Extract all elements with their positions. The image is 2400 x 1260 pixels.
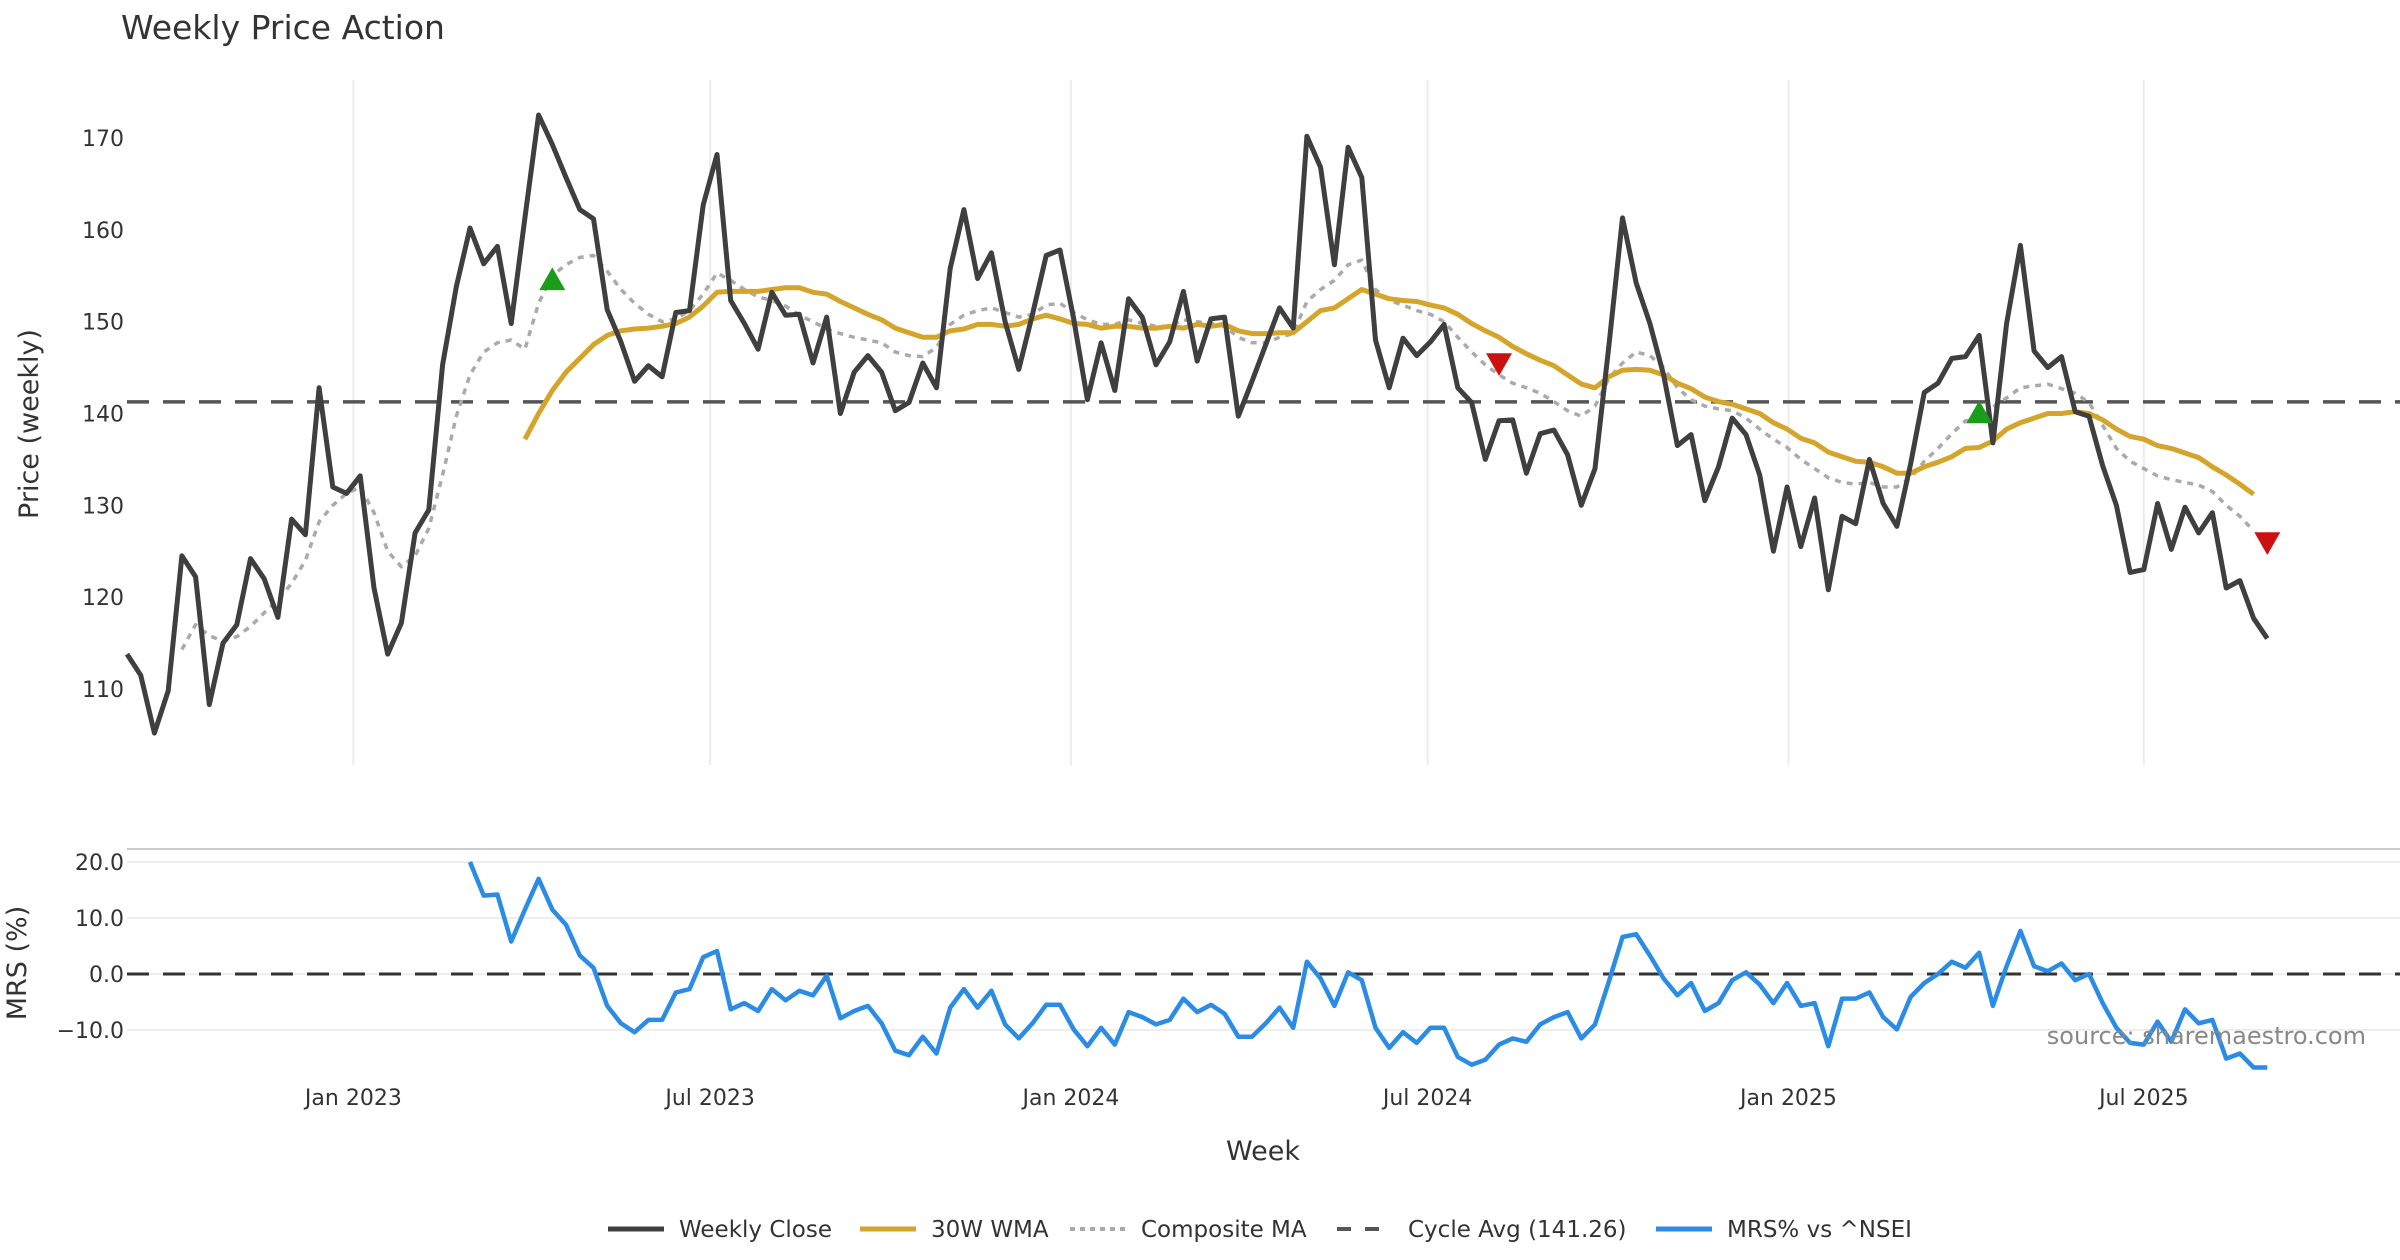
chart-title: Weekly Price Action [121, 8, 445, 47]
price-y-tick-labels: 110 120 130 140 150 160 170 [82, 127, 124, 703]
x-tick: Jul 2024 [1381, 1086, 1473, 1111]
buy-signal-marker [1966, 400, 1993, 424]
legend-item: 30W WMA [860, 1217, 1049, 1243]
mrs-y-tick: 0.0 [89, 963, 124, 988]
signal-markers [539, 267, 2281, 556]
legend-label: 30W WMA [931, 1217, 1049, 1243]
mrs-line [467, 861, 2268, 1070]
legend-item: Weekly Close [608, 1217, 832, 1243]
sell-signal-marker [2254, 532, 2281, 556]
price-y-tick: 140 [82, 402, 124, 427]
price-y-tick: 170 [82, 127, 124, 152]
buy-signal-marker [539, 267, 566, 291]
legend: Weekly Close 30W WMA Composite MA Cycle Avg… [608, 1217, 1912, 1243]
30w-wma-line [522, 285, 2256, 497]
weekly-close-line [124, 112, 2270, 736]
x-tick: Jul 2025 [2097, 1086, 2189, 1111]
mrs-gridlines [127, 861, 2400, 1031]
x-tick-labels: Jan 2023 Jul 2023 Jan 2024 Jul 2024 Jan 2025… [303, 1086, 2189, 1111]
x-axis-label: Week [1226, 1136, 1300, 1167]
sell-signal-marker [1486, 353, 1512, 376]
legend-label: MRS% vs ^NSEI [1727, 1217, 1912, 1243]
x-tick: Jan 2025 [1738, 1086, 1837, 1111]
legend-item: Cycle Avg (141.26) [1337, 1217, 1627, 1243]
x-tick: Jan 2023 [303, 1086, 402, 1111]
mrs-series [127, 861, 2400, 1070]
mrs-y-axis-label: MRS (%) [2, 906, 33, 1021]
price-y-tick: 150 [82, 311, 124, 336]
price-y-tick: 130 [82, 494, 124, 519]
price-y-tick: 120 [82, 586, 124, 611]
price-y-tick: 110 [82, 678, 124, 703]
mrs-y-tick-labels: 20.0 10.0 0.0 −10.0 [57, 851, 124, 1044]
legend-item: MRS% vs ^NSEI [1656, 1217, 1912, 1243]
legend-item: Composite MA [1070, 1217, 1307, 1243]
legend-label: Weekly Close [679, 1217, 832, 1243]
price-y-tick: 160 [82, 219, 124, 244]
mrs-y-tick: 20.0 [75, 851, 124, 876]
price-gridlines [352, 80, 2145, 765]
mrs-y-tick: 10.0 [75, 907, 124, 932]
mrs-y-tick: −10.0 [57, 1019, 124, 1044]
legend-label: Cycle Avg (141.26) [1408, 1217, 1627, 1243]
composite-ma-line [180, 253, 2255, 651]
price-y-axis-label: Price (weekly) [14, 329, 45, 519]
x-tick: Jan 2024 [1020, 1086, 1119, 1111]
legend-label: Composite MA [1141, 1217, 1307, 1243]
source-watermark: source: sharemaestro.com [2047, 1022, 2366, 1050]
x-tick: Jul 2023 [663, 1086, 755, 1111]
price-series [124, 112, 2400, 736]
